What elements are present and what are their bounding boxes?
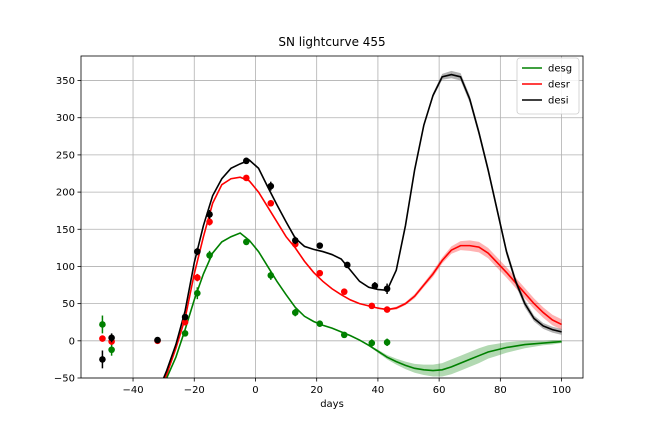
legend-label-desr: desr <box>548 80 571 91</box>
desr-point <box>383 306 391 313</box>
desi-point <box>267 182 275 190</box>
x-tick-label: 20 <box>310 385 323 396</box>
y-tick-label: 350 <box>56 76 75 87</box>
desi-point <box>99 356 106 363</box>
desr-point <box>267 199 275 207</box>
desg-point <box>368 339 376 347</box>
x-tick-label: −20 <box>184 385 205 396</box>
desg-point <box>340 331 348 339</box>
desi-line <box>162 73 562 378</box>
uncertainty-bands <box>163 70 562 378</box>
model-lines <box>162 73 562 378</box>
desi-point <box>108 334 115 342</box>
desi-point <box>344 261 351 269</box>
data-points <box>99 157 391 369</box>
desg-line <box>165 232 562 378</box>
x-tick-label: 60 <box>433 385 446 396</box>
desi-point <box>154 336 161 344</box>
desg-point <box>108 346 115 354</box>
y-tick-label: 300 <box>56 113 75 124</box>
desr-band <box>164 177 562 378</box>
desr-point <box>316 269 324 277</box>
desg-point <box>242 238 250 246</box>
desr-point <box>99 335 106 342</box>
x-tick-label: −40 <box>122 385 143 396</box>
desg-point <box>194 289 201 297</box>
desi-point <box>194 248 201 255</box>
desi-point <box>242 157 250 165</box>
desi-point <box>206 211 213 218</box>
desr-point <box>206 218 213 226</box>
x-tick-label: 40 <box>372 385 385 396</box>
desi-point <box>181 313 189 321</box>
grid <box>81 56 583 379</box>
desg-point <box>181 330 189 337</box>
x-tick-label: 100 <box>552 385 571 396</box>
y-tick-label: −50 <box>54 374 75 385</box>
x-tick-label: 80 <box>494 385 507 396</box>
y-tick-label: 250 <box>56 150 75 161</box>
desg-band <box>166 232 562 378</box>
y-tick-label: 200 <box>56 188 75 199</box>
desi-point <box>383 285 391 293</box>
desr-point <box>368 302 376 310</box>
desg-point <box>316 320 324 328</box>
desg-point <box>383 339 391 346</box>
y-tick-label: 0 <box>69 336 75 347</box>
y-tick-label: 50 <box>62 299 75 310</box>
desg-point <box>291 309 299 316</box>
desr-point <box>194 274 201 281</box>
desi-point <box>291 237 299 244</box>
desr-point <box>340 288 348 296</box>
desi-point <box>316 242 324 249</box>
desr-point <box>181 318 189 326</box>
chart-title: SN lightcurve 455 <box>278 35 385 49</box>
desg-point <box>267 272 275 279</box>
y-tick-label: 150 <box>56 225 75 236</box>
legend: desg desr desi <box>516 57 580 115</box>
legend-label-desg: desg <box>548 64 572 75</box>
axis-ticks: −40 −20 0 20 40 60 80 100 −50 0 50 100 150 200 250 300 3… <box>54 76 571 396</box>
desi-point <box>371 282 379 290</box>
desr-line <box>163 176 562 378</box>
legend-label-desi: desi <box>548 96 569 107</box>
plot-frame <box>80 55 584 379</box>
desg-point <box>206 251 213 259</box>
y-tick-label: 100 <box>56 262 75 273</box>
x-tick-label: 0 <box>252 385 258 396</box>
desg-point <box>99 321 106 328</box>
desr-point <box>242 174 250 182</box>
x-axis-title: days <box>320 399 344 410</box>
